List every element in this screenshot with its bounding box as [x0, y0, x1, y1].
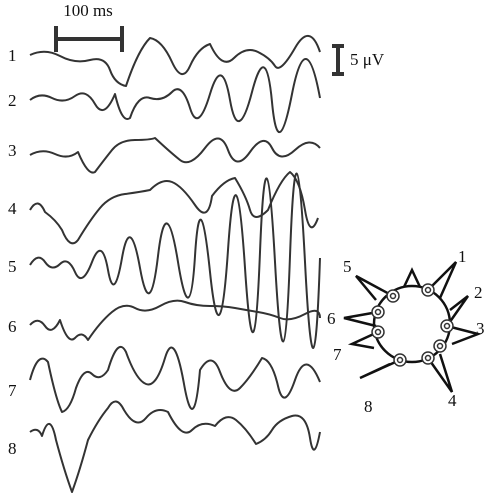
trace [29, 172, 321, 349]
electrode-label: 4 [448, 391, 457, 410]
trace-label: 2 [8, 91, 17, 110]
trace-label: 4 [8, 199, 17, 218]
trace-label: 3 [8, 141, 17, 160]
electrode-label: 7 [333, 345, 342, 364]
trace [29, 35, 321, 87]
nose [402, 267, 422, 288]
trace [29, 346, 321, 413]
electrode-label: 6 [327, 309, 336, 328]
trace-label: 5 [8, 257, 17, 276]
electrodes [371, 283, 454, 367]
trace-label: 7 [8, 381, 17, 400]
trace-label: 8 [8, 439, 17, 458]
trace [29, 400, 321, 493]
trace [29, 58, 321, 133]
voltage-scale-bar [332, 44, 344, 76]
electrode-label: 8 [364, 397, 373, 416]
trace-label: 1 [8, 46, 17, 65]
trace [29, 137, 321, 174]
time-scale-bar [54, 26, 124, 52]
trace [29, 171, 319, 245]
traces [29, 35, 321, 493]
electrode-label: 2 [474, 283, 483, 302]
electrode-map [343, 261, 483, 393]
time-scale-label: 100 ms [63, 1, 113, 20]
spikes [343, 261, 483, 393]
trace-label: 6 [8, 317, 17, 336]
electrode-label: 1 [458, 247, 467, 266]
voltage-scale-label: 5 μV [350, 50, 385, 69]
trace [29, 299, 321, 341]
electrode-label: 3 [476, 319, 485, 338]
electrode-label: 5 [343, 257, 352, 276]
